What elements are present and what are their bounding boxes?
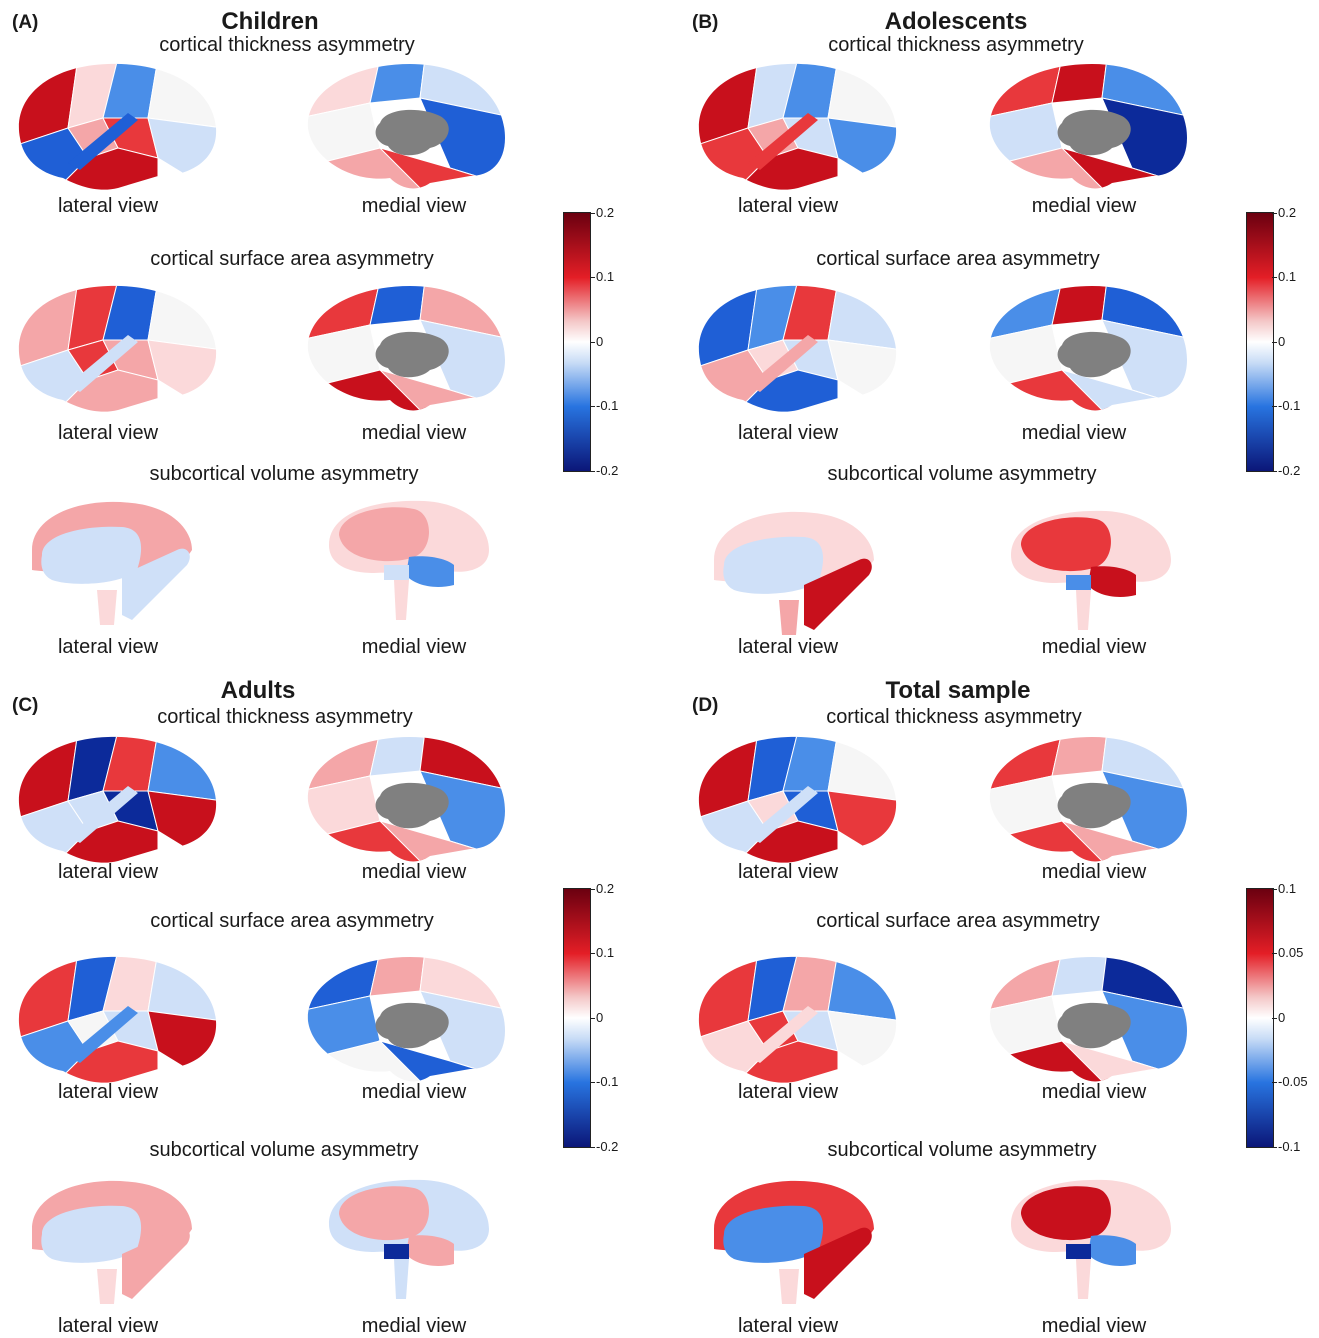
surface-title: cortical surface area asymmetry	[150, 248, 434, 270]
colorbar-tick: 0	[589, 334, 604, 349]
colorbar-tick: 0.2	[589, 205, 615, 220]
colorbar-tick: -0.1	[1271, 398, 1301, 413]
surface-title: cortical surface area asymmetry	[816, 248, 1100, 270]
lateral-view-label: lateral view	[57, 1081, 159, 1103]
thickness-title: cortical thickness asymmetry	[826, 706, 1082, 728]
colorbar-tick: -0.1	[1271, 1139, 1301, 1154]
colorbar-tick: 0.2	[1271, 205, 1297, 220]
panel-a: (A) Children cortical thickness asymmetr…	[0, 0, 660, 669]
lateral-view-label: lateral view	[57, 422, 159, 444]
lateral-brain-map	[714, 1180, 874, 1304]
lateral-brain-map	[18, 285, 217, 412]
surface-title: cortical surface area asymmetry	[150, 910, 434, 932]
colorbar-tick: -0.2	[589, 463, 619, 478]
lateral-view-label: lateral view	[737, 1081, 839, 1103]
lateral-view-label: lateral view	[737, 636, 839, 658]
thickness-title: cortical thickness asymmetry	[157, 706, 413, 728]
colorbar	[563, 212, 591, 472]
colorbar	[563, 888, 591, 1148]
lateral-brain-map	[32, 1180, 192, 1304]
medial-brain-map	[307, 64, 505, 189]
lateral-view-label: lateral view	[57, 861, 159, 883]
colorbar	[1246, 888, 1274, 1148]
surface-title: cortical surface area asymmetry	[816, 910, 1100, 932]
colorbar-tick: -0.1	[589, 1074, 619, 1089]
lateral-view-label: lateral view	[737, 1315, 839, 1337]
medial-brain-map	[989, 64, 1187, 189]
medial-brain-map	[989, 737, 1187, 862]
subcortical-title: subcortical volume asymmetry	[827, 1139, 1097, 1161]
colorbar-tick: -0.2	[589, 1139, 619, 1154]
lateral-brain-map	[698, 956, 897, 1083]
lateral-view-label: lateral view	[737, 861, 839, 883]
medial-view-label: medial view	[1041, 636, 1147, 658]
panel-letter: (A)	[12, 12, 39, 33]
lateral-brain-map	[714, 511, 874, 635]
colorbar-tick: 0	[1271, 334, 1286, 349]
lateral-brain-map	[18, 956, 217, 1083]
panel-letter: (D)	[692, 695, 719, 716]
panel-title: Adolescents	[884, 8, 1028, 35]
lateral-brain-map	[698, 63, 897, 190]
lateral-view-label: lateral view	[57, 636, 159, 658]
panel-letter: (B)	[692, 12, 719, 33]
panel-title: Children	[221, 8, 319, 35]
medial-view-label: medial view	[361, 195, 467, 217]
colorbar-tick: -0.05	[1272, 1074, 1308, 1089]
thickness-title: cortical thickness asymmetry	[828, 34, 1084, 56]
panel-title: Total sample	[885, 677, 1031, 704]
medial-view-label: medial view	[361, 861, 467, 883]
panel-d: (D) Total sample cortical thickness asym…	[660, 669, 1319, 1338]
medial-view-label: medial view	[1041, 1081, 1147, 1103]
medial-view-label: medial view	[1041, 1315, 1147, 1337]
colorbar-tick: 0.2	[589, 881, 615, 896]
subcortical-title: subcortical volume asymmetry	[827, 463, 1097, 485]
medial-brain-map	[329, 500, 489, 620]
lateral-view-label: lateral view	[737, 195, 839, 217]
lateral-brain-map	[698, 736, 897, 863]
medial-brain-map	[1011, 1179, 1171, 1299]
panel-letter: (C)	[12, 695, 39, 716]
medial-view-label: medial view	[361, 636, 467, 658]
medial-view-label: medial view	[1041, 861, 1147, 883]
panel-title: Adults	[220, 677, 296, 704]
thickness-title: cortical thickness asymmetry	[159, 34, 415, 56]
lateral-view-label: lateral view	[737, 422, 839, 444]
colorbar-tick: 0.05	[1271, 945, 1304, 960]
lateral-view-label: lateral view	[57, 1315, 159, 1337]
colorbar-tick: 0	[589, 1010, 604, 1025]
medial-view-label: medial view	[361, 1081, 467, 1103]
subcortical-title: subcortical volume asymmetry	[149, 463, 419, 485]
colorbar	[1246, 212, 1274, 472]
medial-brain-map	[307, 286, 505, 411]
medial-brain-map	[989, 957, 1187, 1082]
panel-b: (B) Adolescents cortical thickness asymm…	[660, 0, 1319, 669]
lateral-brain-map	[18, 736, 217, 863]
colorbar-tick: 0	[1271, 1010, 1286, 1025]
medial-brain-map	[307, 737, 505, 862]
panel-c: (C) Adults cortical thickness asymmetry …	[0, 669, 660, 1338]
colorbar-tick: 0.1	[589, 269, 615, 284]
colorbar-tick: 0.1	[589, 945, 615, 960]
lateral-brain-map	[32, 501, 192, 625]
medial-brain-map	[1011, 510, 1171, 630]
subcortical-title: subcortical volume asymmetry	[149, 1139, 419, 1161]
medial-brain-map	[989, 286, 1187, 411]
lateral-view-label: lateral view	[57, 195, 159, 217]
medial-view-label: medial view	[1021, 422, 1127, 444]
lateral-brain-map	[698, 285, 897, 412]
colorbar-tick: 0.1	[1271, 881, 1297, 896]
colorbar-tick: -0.2	[1271, 463, 1301, 478]
medial-brain-map	[307, 957, 505, 1082]
medial-view-label: medial view	[361, 422, 467, 444]
colorbar-tick: 0.1	[1271, 269, 1297, 284]
medial-view-label: medial view	[1031, 195, 1137, 217]
medial-view-label: medial view	[361, 1315, 467, 1337]
medial-brain-map	[329, 1179, 489, 1299]
colorbar-tick: -0.1	[589, 398, 619, 413]
lateral-brain-map	[18, 63, 217, 190]
